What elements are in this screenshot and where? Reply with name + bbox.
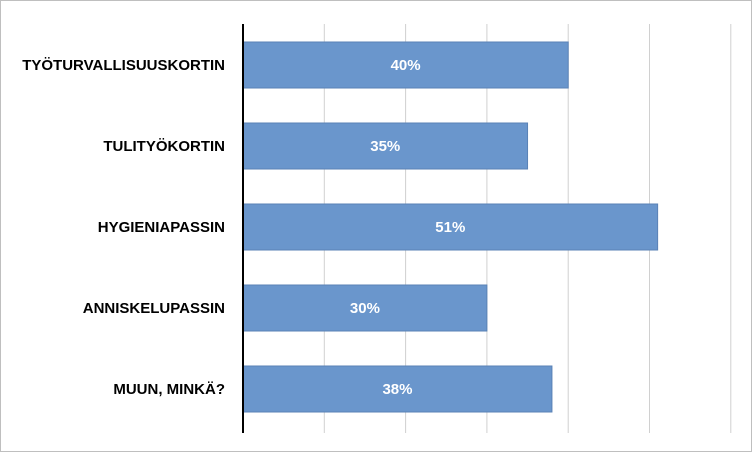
data-label-0: 40% [391,57,421,74]
category-label-3: ANNISKELUPASSIN [83,300,225,317]
category-label-4: MUUN, MINKÄ? [113,381,225,398]
category-labels: TYÖTURVALLISUUSKORTIN TULITYÖKORTIN HYGIEN… [22,57,225,398]
data-label-2: 51% [435,219,465,236]
bar-0 [242,41,569,89]
bar-3 [242,284,488,332]
data-label-4: 38% [382,381,412,398]
category-label-2: HYGIENIAPASSIN [98,219,225,236]
bar-2 [242,203,659,251]
data-label-3: 30% [350,300,380,317]
category-label-0: TYÖTURVALLISUUSKORTIN [22,57,225,74]
data-label-1: 35% [370,138,400,155]
bar-4 [242,365,553,413]
category-label-1: TULITYÖKORTIN [103,138,225,155]
data-labels: 40% 35% 51% 30% 38% [350,57,465,398]
bars [242,41,659,413]
